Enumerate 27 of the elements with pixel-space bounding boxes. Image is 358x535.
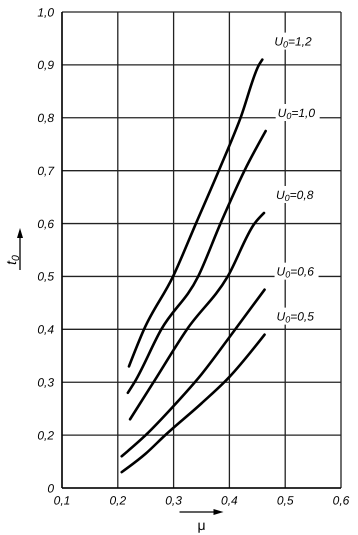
y-tick-label: 0,9 bbox=[37, 58, 54, 72]
x-tick-label: 0,4 bbox=[221, 494, 238, 508]
series-label: U$_{0}$=0,8 bbox=[276, 188, 314, 204]
series-label: U$_{0}$=0,6 bbox=[276, 264, 314, 280]
x-tick-label: 0,3 bbox=[165, 494, 182, 508]
y-tick-label: 0,7 bbox=[37, 164, 56, 178]
series-label: U$_{0}$=1,0 bbox=[278, 106, 316, 122]
line-series bbox=[120, 288, 266, 458]
x-tick-label: 0,6 bbox=[332, 494, 350, 508]
y-tick-label: 0,8 bbox=[37, 111, 54, 126]
x-axis-title: μ bbox=[197, 517, 206, 533]
line-series bbox=[128, 58, 264, 368]
x-tick-label: 0,1 bbox=[54, 494, 70, 508]
y-tick-label: 0,2 bbox=[37, 428, 54, 442]
y-tick-label: 0,3 bbox=[37, 375, 54, 390]
y-tick-label: 0 bbox=[47, 481, 54, 496]
y-tick-label: 0,5 bbox=[37, 270, 54, 284]
series-label: U$_{0}$=0,5 bbox=[276, 310, 314, 325]
y-tick-label: 0,4 bbox=[37, 322, 54, 337]
series-label: U$_{0}$=1,2 bbox=[274, 34, 312, 50]
x-tick-label: 0,2 bbox=[109, 494, 126, 508]
y-tick-label: 1,0 bbox=[37, 5, 54, 20]
y-tick-label: 0,6 bbox=[37, 216, 54, 231]
x-tick-label: 0,5 bbox=[276, 494, 294, 508]
line-series bbox=[128, 212, 266, 421]
line-series bbox=[120, 333, 266, 474]
line-series bbox=[126, 130, 267, 394]
